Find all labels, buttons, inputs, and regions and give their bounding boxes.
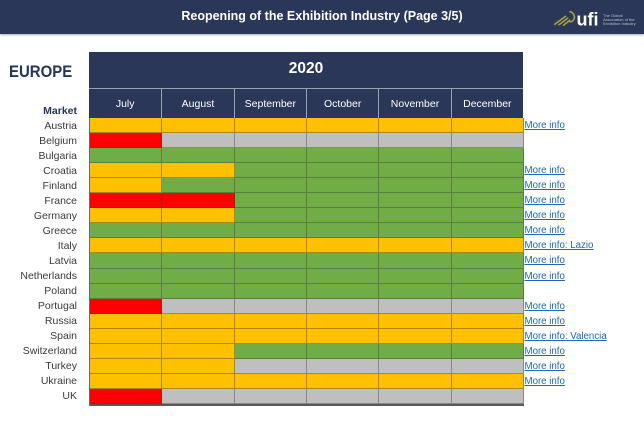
svg-text:ufi: ufi [577, 9, 599, 28]
svg-text:The Global: The Global [603, 13, 623, 18]
svg-text:Association of the: Association of the [603, 17, 635, 22]
svg-text:Exhibition Industry: Exhibition Industry [603, 21, 636, 26]
